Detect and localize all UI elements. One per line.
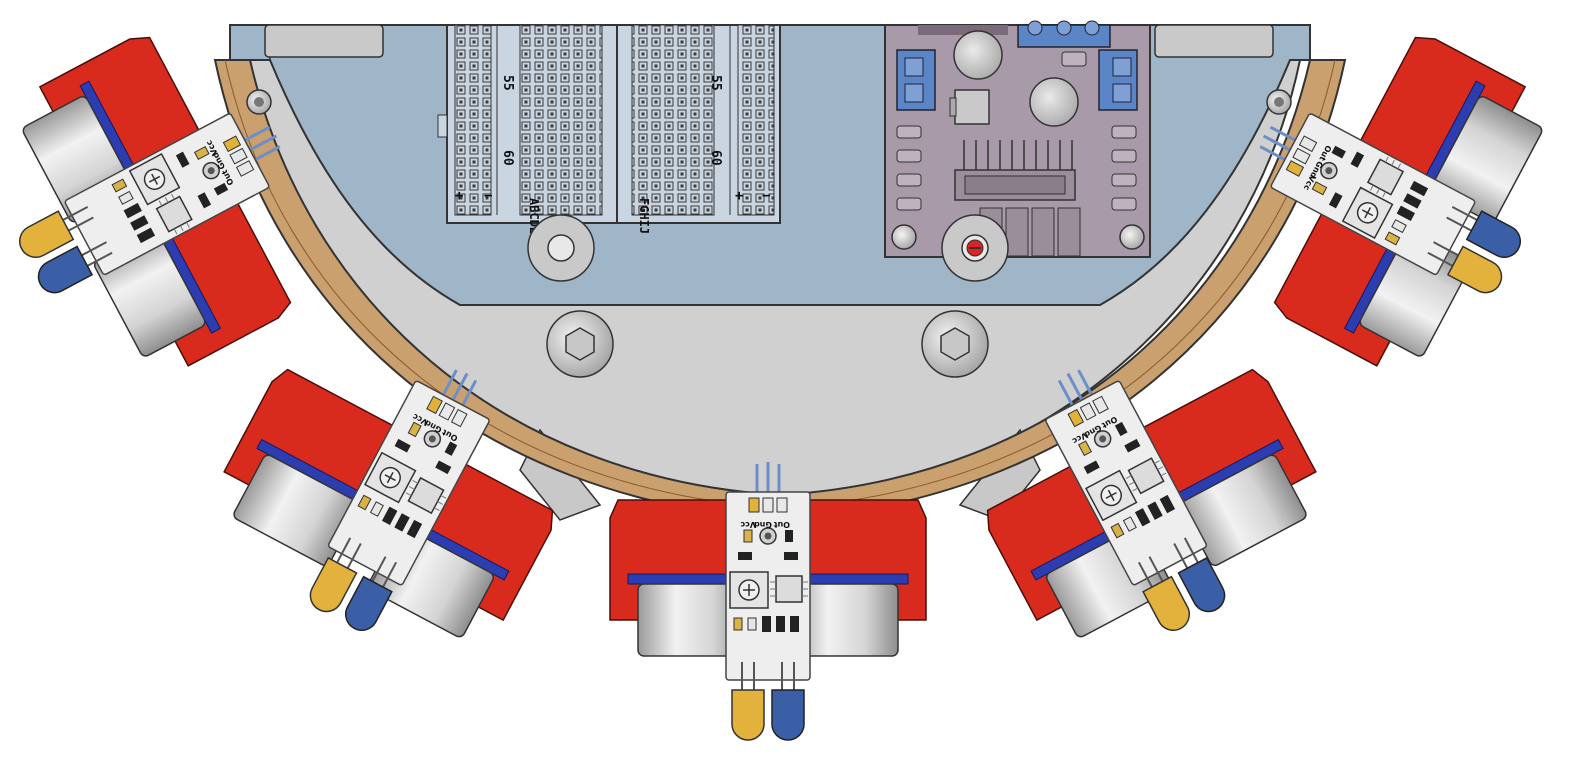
- breadboard-row-number: 55: [500, 75, 515, 91]
- corner-standoff-right: [1155, 25, 1273, 57]
- rail-minus-symbol: −: [484, 188, 492, 204]
- screw-icon: [892, 225, 916, 249]
- hex-bolt-left: [547, 311, 613, 377]
- rail-plus-symbol: +: [735, 188, 743, 204]
- driver-standoff: [942, 215, 1008, 281]
- ir-sensor-module-bottom: Out Gnd Vcc: [726, 462, 810, 740]
- rail-minus-symbol: −: [762, 188, 770, 204]
- breadboard-row-number: 60: [708, 150, 723, 166]
- breadboard-row-letters-right: FGHIJ: [637, 198, 651, 234]
- rail-plus-symbol: +: [455, 188, 463, 204]
- capacitor: [1030, 78, 1078, 126]
- capacitor: [954, 31, 1002, 79]
- corner-standoff-left: [265, 25, 383, 57]
- breadboard-standoff: [528, 215, 594, 281]
- pin-label-vcc: Vcc: [740, 520, 756, 529]
- hex-bolt-right: [922, 311, 988, 377]
- breadboard-row-number: 60: [500, 150, 515, 166]
- motor-driver-board: [885, 21, 1150, 257]
- screw-icon: [1120, 225, 1144, 249]
- voltage-regulator: [955, 90, 989, 124]
- pin-label-out: Out: [774, 520, 790, 529]
- breadboard-row-number: 55: [708, 75, 723, 91]
- breadboard: 55 60 55 60 ABCDE FGHIJ + − + −: [438, 25, 780, 234]
